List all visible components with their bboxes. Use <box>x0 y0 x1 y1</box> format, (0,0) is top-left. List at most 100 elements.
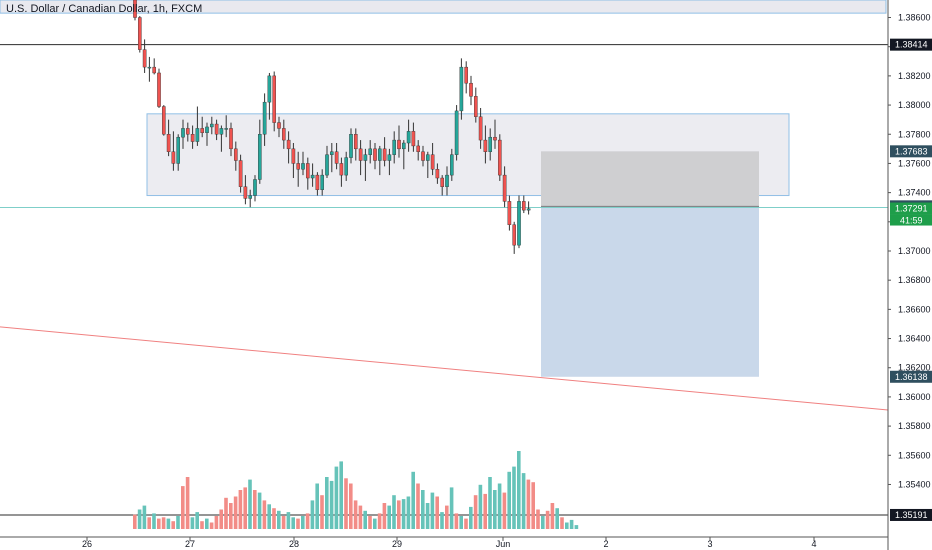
volume-bar <box>497 483 502 529</box>
volume-bar <box>291 517 295 529</box>
volume-bar <box>555 508 559 529</box>
volume-bar <box>449 487 454 529</box>
candle-body <box>176 136 181 164</box>
y-tick-label: 1.36000 <box>898 392 931 402</box>
y-tick-label: 1.36200 <box>898 363 931 373</box>
volume-bar <box>190 517 195 529</box>
volume-bar <box>214 516 219 529</box>
candle-body <box>137 17 142 50</box>
y-tick-label: 1.37000 <box>898 246 931 256</box>
volume-bar <box>488 477 492 529</box>
volume-bar <box>238 490 243 529</box>
volume-bar <box>397 500 401 529</box>
volume-bar <box>531 482 535 529</box>
candle-body <box>147 66 152 69</box>
price-tag-label: 1.37683 <box>895 146 928 156</box>
x-tick-label: 27 <box>185 539 195 549</box>
volume-bar <box>286 512 291 529</box>
volume-bar <box>325 477 329 529</box>
volume-bar <box>334 466 339 529</box>
candle-body <box>171 151 176 164</box>
candle-body <box>478 116 483 141</box>
volume-bar <box>401 499 406 529</box>
volume-bar <box>329 480 334 529</box>
volume-bar <box>387 505 391 529</box>
x-tick-label: 26 <box>82 539 92 549</box>
candle-body <box>426 154 430 161</box>
volume-bar <box>133 514 137 529</box>
volume-bar <box>493 490 497 529</box>
candle-body <box>469 82 473 97</box>
volume-bar <box>358 505 363 529</box>
candle-body <box>387 154 392 161</box>
volume-bar <box>373 518 377 529</box>
x-tick-label: 4 <box>811 539 816 549</box>
candle-body <box>522 201 526 211</box>
candle-body <box>224 128 229 130</box>
candle-body <box>493 136 497 141</box>
y-tick-label: 1.37600 <box>898 158 931 168</box>
volume-bar <box>209 522 214 529</box>
volume-bar <box>161 517 166 529</box>
price-tag-1.35191 <box>890 508 932 521</box>
candle-body <box>310 174 315 179</box>
candle-body <box>185 128 190 135</box>
x-tick-label: 28 <box>289 539 299 549</box>
volume-bar <box>517 451 521 529</box>
volume-bar <box>435 496 439 529</box>
candle-body <box>334 151 339 164</box>
chart-title: U.S. Dollar / Canadian Dollar, 1h, FXCM <box>6 3 203 15</box>
volume-bar <box>157 518 161 529</box>
volume-bar <box>176 516 180 529</box>
volume-bar <box>152 513 156 529</box>
volume-bar <box>469 506 473 529</box>
price-tag-label: 1.38414 <box>895 40 928 50</box>
candle-body <box>512 224 516 246</box>
volume-bar <box>344 478 348 529</box>
y-tick-label: 1.38600 <box>898 13 931 23</box>
volume-bar <box>315 483 319 529</box>
volume-bar <box>459 516 463 529</box>
candle-body <box>483 139 488 152</box>
volume-bar <box>253 490 257 529</box>
candle-body <box>248 195 253 199</box>
volume-bar <box>262 500 267 529</box>
candle-body <box>440 177 445 187</box>
volume-bar <box>541 516 545 529</box>
candle-body <box>454 110 459 155</box>
volume-bar <box>349 483 353 529</box>
volume-bar <box>368 516 372 529</box>
candle-body <box>243 186 248 199</box>
candle-body <box>349 134 353 158</box>
candle-body <box>152 66 157 74</box>
price-tag-label: 1.37291 <box>895 204 928 214</box>
volume-bar <box>406 496 411 529</box>
price-tag-1.37683 <box>890 145 932 158</box>
volume-bar <box>267 504 271 529</box>
x-tick-label: Jun <box>496 539 511 549</box>
candle-body <box>421 151 425 161</box>
volume-bar <box>229 503 233 529</box>
candle-body <box>190 134 195 142</box>
volume-bar <box>181 486 185 529</box>
volume-bar <box>301 516 305 529</box>
volume-bar <box>195 512 199 529</box>
volume-bar <box>171 521 175 529</box>
y-tick-label: 1.36800 <box>898 275 931 285</box>
candle-body <box>368 148 373 155</box>
candle-body <box>233 148 238 161</box>
volume-bar <box>430 492 435 529</box>
y-tick-label: 1.38200 <box>898 71 931 81</box>
candle-body <box>205 126 209 133</box>
volume-bar <box>147 517 151 529</box>
candle-body <box>464 66 469 84</box>
top-band-rectangle <box>0 0 887 14</box>
volume-bar <box>421 490 425 529</box>
candle-body <box>382 148 387 161</box>
candle-body <box>363 154 368 161</box>
candle-body <box>502 174 507 202</box>
candle-body <box>219 128 224 135</box>
candle-body <box>373 148 377 161</box>
volume-bar <box>310 500 315 529</box>
